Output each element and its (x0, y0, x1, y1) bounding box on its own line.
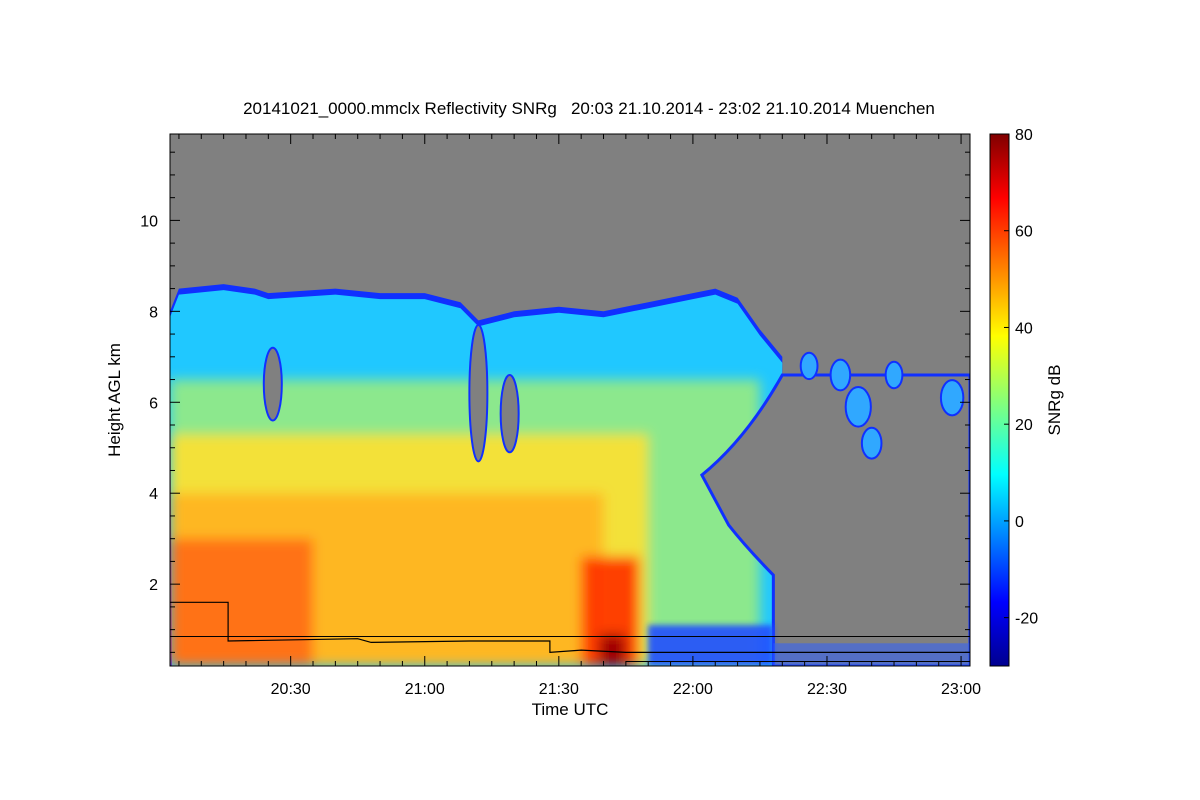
y-tick-label: 2 (149, 577, 158, 594)
plot-area (169, 133, 971, 667)
colorbar: -20 0 20 40 60 80 SNRg dB (989, 127, 1064, 667)
x-axis-label: Time UTC (532, 700, 609, 719)
colorbar-label: SNRg dB (1045, 365, 1064, 436)
x-tick-label: 21:30 (539, 681, 579, 698)
colorbar-tick-label: 20 (1015, 417, 1033, 434)
colorbar-tick-label: 60 (1015, 224, 1033, 241)
colorbar-gradient (989, 133, 1010, 667)
clear-region (699, 373, 970, 666)
y-axis-label: Height AGL km (105, 343, 124, 457)
chart-title: 20141021_0000.mmclx Reflectivity SNRg 20… (243, 99, 935, 118)
surface-clutter (773, 643, 970, 666)
intensity-layers (170, 379, 760, 666)
cloud-base-line (170, 601, 970, 654)
y-tick-label: 8 (149, 304, 158, 321)
cloud-fragments (799, 351, 965, 460)
colorbar-tick-label: -20 (1015, 611, 1038, 628)
y-tick-label: 6 (149, 395, 158, 412)
x-tick-label: 22:00 (673, 681, 713, 698)
x-tick-label: 22:30 (807, 681, 847, 698)
y-tick-label: 10 (140, 213, 158, 230)
y-axis: 2 4 6 8 10 (140, 151, 970, 653)
x-tick-label: 21:00 (405, 681, 445, 698)
colorbar-tick-label: 80 (1015, 127, 1033, 144)
colorbar-tick-label: 0 (1015, 514, 1024, 531)
cloud-base-lines (170, 601, 970, 662)
colorbar-ticks: -20 0 20 40 60 80 (1004, 127, 1038, 628)
x-tick-label: 20:30 (271, 681, 311, 698)
reflectivity-field (170, 284, 970, 666)
x-axis: 20:30 21:00 21:30 22:00 22:30 23:00 (178, 134, 981, 698)
colorbar-tick-label: 40 (1015, 320, 1033, 337)
cloud-gaps (262, 323, 520, 463)
y-tick-label: 4 (149, 486, 158, 503)
plot-frame (169, 133, 971, 667)
low-echo (648, 625, 774, 666)
x-tick-label: 23:00 (941, 681, 981, 698)
